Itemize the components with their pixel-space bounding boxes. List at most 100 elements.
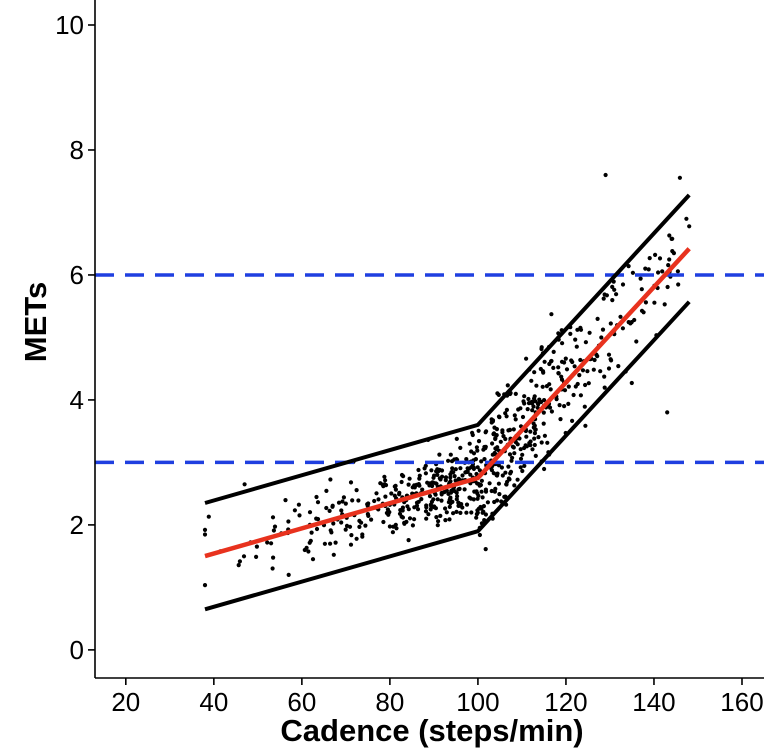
scatter-point [286, 519, 291, 524]
scatter-point [518, 447, 523, 452]
scatter-point [254, 544, 259, 549]
scatter-point [485, 500, 490, 505]
scatter-point [520, 414, 526, 420]
scatter-point [464, 457, 469, 462]
scatter-point [438, 477, 443, 482]
scatter-point [378, 481, 383, 486]
y-tick-label: 10 [55, 10, 84, 40]
scatter-point [479, 459, 484, 464]
scatter-point [365, 503, 370, 508]
scatter-point [417, 476, 422, 481]
scatter-point [314, 516, 319, 521]
scatter-point [390, 530, 395, 535]
scatter-point [450, 466, 455, 471]
scatter-point [372, 498, 377, 504]
scatter-point [456, 476, 461, 481]
scatter-point [560, 341, 565, 346]
scatter-point [604, 293, 610, 298]
scatter-point [532, 423, 537, 428]
scatter-point [503, 436, 508, 442]
scatter-point [687, 224, 692, 229]
scatter-point [536, 435, 541, 440]
scatter-point [573, 337, 578, 342]
scatter-point [349, 533, 354, 538]
scatter-point [443, 475, 449, 480]
scatter-point [626, 320, 631, 325]
scatter-point [529, 378, 534, 383]
scatter-point [583, 340, 589, 345]
scatter-point [525, 407, 530, 412]
scatter-point [460, 473, 465, 478]
x-tick-label: 120 [544, 687, 587, 717]
scatter-point [528, 439, 533, 444]
scatter-point [436, 468, 441, 474]
scatter-point [443, 518, 448, 523]
scatter-point [302, 547, 307, 553]
scatter-point [336, 500, 342, 505]
scatter-point [630, 270, 636, 275]
scatter-point [406, 482, 411, 487]
scatter-point [465, 469, 470, 474]
scatter-point [562, 404, 567, 409]
scatter-point [600, 327, 606, 332]
scatter-point [423, 509, 429, 514]
scatter-point [405, 504, 410, 509]
scatter-point [419, 497, 424, 502]
scatter-point [492, 499, 497, 505]
scatter-point [429, 499, 434, 504]
scatter-point [542, 466, 547, 472]
scatter-point [571, 392, 576, 398]
scatter-point [606, 352, 612, 357]
scatter-point [385, 507, 390, 512]
scatter-point [566, 384, 571, 389]
scatter-point [435, 472, 440, 477]
scatter-point [314, 494, 319, 500]
scatter-point [454, 457, 459, 462]
scatter-point [606, 366, 612, 371]
scatter-point [538, 366, 543, 372]
scatter-point [475, 496, 480, 501]
scatter-point [503, 470, 508, 475]
scatter-point [532, 394, 537, 399]
scatter-point [556, 365, 561, 370]
scatter-point [557, 403, 562, 408]
scatter-point [533, 453, 538, 458]
scatter-point [478, 504, 483, 510]
scatter-point [475, 448, 480, 453]
scatter-point [502, 494, 507, 499]
scatter-point [667, 233, 672, 238]
scatter-point [572, 364, 577, 369]
scatter-point [490, 452, 495, 457]
scatter-point [424, 503, 429, 508]
scatter-point [587, 330, 592, 335]
scatter-point [431, 475, 436, 480]
scatter-point [331, 521, 336, 526]
x-tick-label: 60 [287, 687, 316, 717]
scatter-point [490, 419, 495, 424]
scatter-point [436, 519, 441, 524]
scatter-point [356, 498, 361, 503]
scatter-point [618, 314, 623, 319]
y-tick-label: 0 [70, 635, 84, 665]
scatter-point [357, 524, 362, 530]
scatter-point [506, 464, 511, 469]
scatter-point [481, 504, 486, 509]
scatter-point [511, 445, 516, 450]
scatter-point [477, 532, 482, 538]
scatter-point [417, 483, 422, 488]
scatter-point [474, 445, 479, 450]
scatter-point [454, 497, 459, 502]
scatter-point [452, 474, 457, 479]
scatter-point [406, 538, 411, 543]
scatter-point [420, 487, 425, 492]
scatter-point [513, 391, 518, 396]
axes [94, 0, 764, 679]
scatter-point [531, 404, 536, 409]
scatter-point [540, 384, 545, 389]
scatter-point [366, 513, 371, 519]
scatter-point [479, 489, 484, 494]
scatter-point [578, 393, 584, 398]
scatter-point [400, 515, 405, 520]
scatter-point [483, 430, 488, 435]
